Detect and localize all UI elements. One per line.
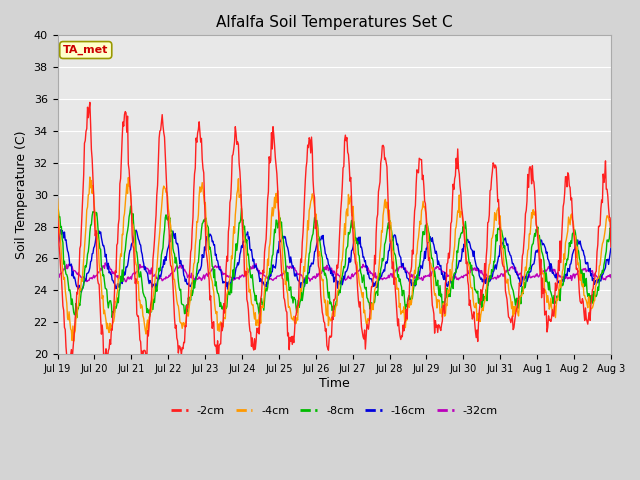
Y-axis label: Soil Temperature (C): Soil Temperature (C): [15, 131, 28, 259]
Title: Alfalfa Soil Temperatures Set C: Alfalfa Soil Temperatures Set C: [216, 15, 452, 30]
Legend: -2cm, -4cm, -8cm, -16cm, -32cm: -2cm, -4cm, -8cm, -16cm, -32cm: [166, 401, 502, 420]
Text: TA_met: TA_met: [63, 45, 108, 55]
X-axis label: Time: Time: [319, 377, 349, 390]
